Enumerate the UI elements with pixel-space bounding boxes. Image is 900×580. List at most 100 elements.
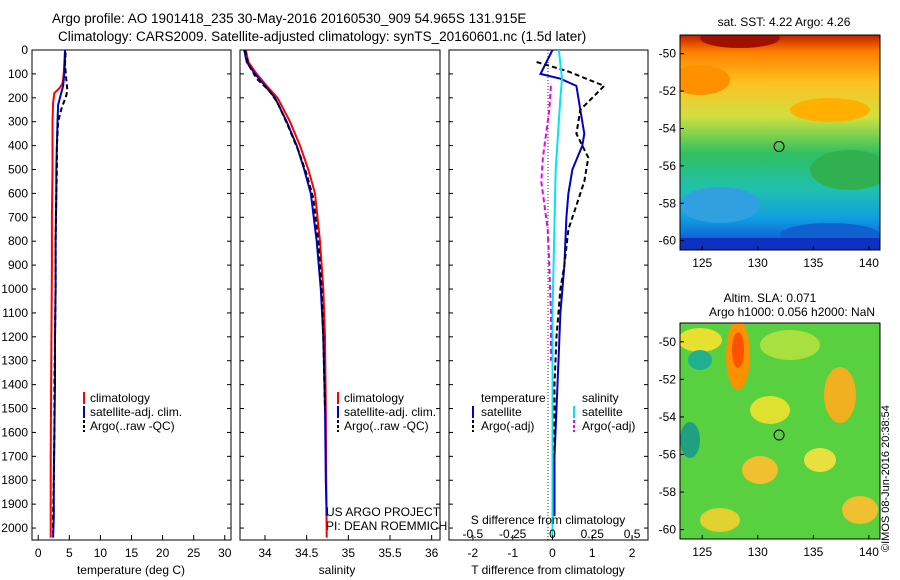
depth-tick-label: 600 [8, 186, 28, 200]
x-tick-label: 5 [66, 546, 73, 560]
difference-series-argo-adj- [536, 61, 606, 481]
map-x-tick-label: 140 [859, 256, 879, 270]
difference-x2label: S difference from climatology [471, 513, 626, 527]
map-y-tick-label: -58 [659, 485, 677, 499]
difference-xlabel: T difference from climatology [471, 563, 625, 577]
legend-temp-argo: Argo(-adj) [481, 419, 534, 433]
legend-sal-satellite: satellite [582, 405, 623, 419]
map-y-tick-label: -56 [659, 447, 677, 461]
x-tick-label: 20 [156, 546, 170, 560]
depth-tick-label: 400 [8, 139, 28, 153]
x-tick-label: -1 [507, 546, 518, 560]
map-y-tick-label: -60 [659, 523, 677, 537]
argo-location-marker [773, 141, 785, 153]
map-x-tick-label: 125 [692, 545, 712, 559]
temperature-xlabel: temperature (deg C) [77, 563, 185, 577]
depth-tick-label: 1700 [1, 449, 28, 463]
x-tick-label: 34.5 [295, 546, 319, 560]
x-tick-label: 36 [425, 546, 439, 560]
difference-series-satellite [539, 49, 586, 517]
legend-satellite-adj: satellite-adj. clim. [344, 405, 436, 419]
depth-tick-label: 1900 [1, 497, 28, 511]
title-line-2: Climatology: CARS2009. Satellite-adjuste… [58, 29, 587, 44]
map-y-tick-label: -58 [659, 196, 677, 210]
legend-climatology: climatology [344, 391, 404, 405]
x2-tick-label: 0.25 [581, 527, 605, 541]
legend-satellite-adj: satellite-adj. clim. [90, 405, 182, 419]
legend-argo: Argo(..raw -QC) [344, 419, 429, 433]
difference-series-satellite [551, 49, 564, 538]
salinity-series-argo-raw-qc- [244, 49, 326, 409]
x-tick-label: 0 [549, 546, 556, 560]
sst-map-title: sat. SST: 4.22 Argo: 4.26 [718, 15, 851, 29]
map-y-tick-label: -54 [659, 410, 677, 424]
map-y-tick-label: -54 [659, 121, 677, 135]
salinity-axes [239, 49, 441, 541]
map-x-tick-label: 140 [859, 545, 879, 559]
depth-tick-label: 1200 [1, 330, 28, 344]
depth-tick-label: 1300 [1, 354, 28, 368]
sla-map-title: Altim. SLA: 0.071 [724, 291, 817, 305]
map-y-tick-label: -52 [659, 84, 677, 98]
map-axes: 125 130 135 140 -50 -52 -54 -56 -58 -60 125 130 135 1… [659, 47, 880, 559]
map-x-tick-label: 135 [803, 256, 823, 270]
depth-tick-label: 1600 [1, 425, 28, 439]
legend-sal-argo: Argo(-adj) [582, 419, 635, 433]
depth-tick-label: 800 [8, 234, 28, 248]
plot-layer [32, 49, 648, 538]
pi-annotation: PI: DEAN ROEMMICH [326, 519, 447, 533]
sla-map-subtitle: Argo h1000: 0.056 h2000: NaN [709, 305, 875, 319]
depth-tick-label: 300 [8, 115, 28, 129]
temperature-x-axis: 0 5 10 15 20 25 30 [35, 535, 232, 560]
depth-tick-label: 900 [8, 258, 28, 272]
sst-map-axes [679, 34, 881, 251]
salinity-series-climatology [244, 49, 328, 538]
x2-tick-label: -0.25 [499, 527, 527, 541]
x-tick-label: -2 [468, 546, 479, 560]
difference-legend: temperature salinity satellite Argo(-adj… [472, 391, 635, 433]
legend-climatology: climatology [90, 391, 150, 405]
map-x-tick-label: 135 [803, 545, 823, 559]
temperature-legend: climatology satellite-adj. clim. Argo(..… [83, 391, 182, 433]
x-tick-label: 0 [35, 546, 42, 560]
map-x-tick-label: 130 [748, 256, 768, 270]
salinity-xlabel: salinity [319, 563, 356, 577]
x2-tick-label: -0.5 [463, 527, 484, 541]
salinity-x-axis: 34 34.5 35 35.5 36 [258, 535, 439, 560]
map-y-tick-label: -60 [659, 234, 677, 248]
map-y-tick-label: -50 [659, 335, 677, 349]
depth-tick-label: 1100 [2, 306, 28, 320]
x-tick-label: 25 [187, 546, 201, 560]
map-x-tick-label: 125 [692, 256, 712, 270]
depth-tick-label: 500 [8, 163, 28, 177]
x-tick-label: 34 [258, 546, 272, 560]
depth-tick-label: 1500 [1, 402, 28, 416]
project-annotation: US ARGO PROJECT [326, 505, 441, 519]
x2-tick-label: 0 [549, 527, 556, 541]
map-x-tick-label: 130 [748, 545, 768, 559]
x2-tick-label: 0.5 [624, 527, 641, 541]
depth-tick-label: 1800 [1, 473, 28, 487]
depth-tick-label: 1000 [1, 282, 28, 296]
legend-argo: Argo(..raw -QC) [90, 419, 175, 433]
map-y-tick-label: -50 [659, 47, 677, 61]
x-tick-label: 35 [342, 546, 356, 560]
difference-series-argo-adj- [540, 85, 552, 361]
depth-tick-label: 100 [8, 67, 28, 81]
depth-tick-label: 200 [8, 91, 28, 105]
x-tick-label: 35.5 [378, 546, 402, 560]
depth-tick-label: 0 [21, 43, 28, 57]
temperature-axes [31, 49, 232, 541]
sla-map-axes [679, 322, 881, 540]
x-tick-label: 30 [218, 546, 232, 560]
sst-heatmap [680, 35, 880, 250]
difference-x-axis: -2 -1 0 1 2 [468, 535, 636, 560]
depth-tick-label: 1400 [1, 378, 28, 392]
title-line-1: Argo profile: AO 1901418_235 30-May-2016… [52, 11, 527, 26]
x-tick-label: 2 [629, 546, 636, 560]
difference-x2-axis: -0.5 -0.25 0 0.25 0.5 [463, 527, 641, 541]
legend-temp-satellite: satellite [481, 405, 522, 419]
map-y-tick-label: -52 [659, 372, 677, 386]
depth-axis: 0 100 200 300 400 500 600 700 800 900 1000 1100 1200… [1, 43, 28, 535]
